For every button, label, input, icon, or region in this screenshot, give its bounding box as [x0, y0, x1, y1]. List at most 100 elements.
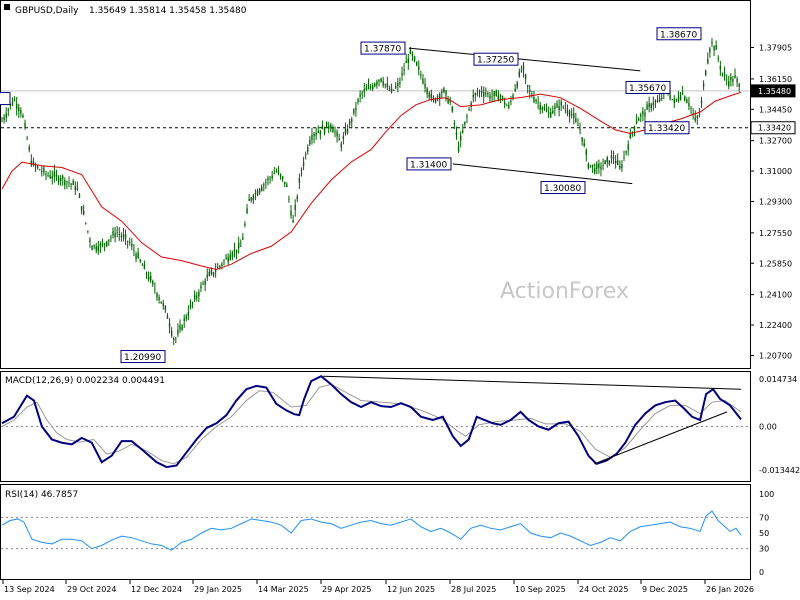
candle-body	[198, 292, 200, 297]
ohlc-label: 1.35649 1.35814 1.35458 1.35480	[89, 6, 247, 16]
candle-body	[457, 146, 460, 151]
candle-body	[558, 105, 560, 111]
price-annotation-box	[644, 121, 690, 135]
candle-body	[533, 97, 535, 102]
candle-body	[334, 131, 336, 133]
candle-body	[447, 98, 449, 104]
price-axis-marker-text: 1.35480	[758, 87, 791, 96]
candle-body	[162, 303, 164, 306]
candle-body	[374, 83, 376, 87]
candle-body	[690, 107, 692, 109]
candle-body	[296, 196, 299, 200]
candle-body	[114, 233, 116, 238]
rsi-ytick-label: 30	[759, 545, 769, 554]
price-trendline	[452, 163, 633, 185]
candle-body	[135, 254, 137, 259]
candle-body	[89, 239, 91, 243]
price-ytick-label: 1.34450	[759, 105, 792, 114]
candle-body	[652, 102, 655, 106]
candle-body	[382, 81, 384, 86]
candle-body	[673, 99, 675, 103]
candle-body	[36, 166, 39, 168]
candle-body	[118, 234, 120, 235]
candle-body	[422, 79, 424, 84]
candle-body	[145, 272, 148, 275]
candle-body	[589, 165, 592, 167]
candle-body	[302, 162, 305, 167]
candle-body	[68, 182, 70, 184]
candle-body	[152, 280, 154, 285]
candle-body	[698, 114, 701, 116]
x-tick-label: 14 Mar 2025	[258, 585, 309, 594]
candle-body	[15, 103, 18, 109]
candle-body	[568, 111, 571, 117]
candle-body	[564, 108, 567, 110]
candle-body	[267, 178, 269, 180]
candle-body	[359, 94, 361, 97]
rsi-ytick-label: 100	[759, 490, 774, 499]
candle-body	[539, 104, 541, 111]
candle-body	[367, 85, 370, 89]
candle-body	[449, 101, 451, 103]
macd-ytick-label: 0.014734	[759, 375, 797, 384]
candle-body	[223, 260, 225, 262]
candle-body	[319, 130, 322, 135]
candle-body	[242, 237, 244, 240]
candle-body	[304, 153, 307, 155]
price-ytick-label: 1.20700	[759, 351, 792, 360]
candle-body	[434, 98, 437, 103]
candle-body	[495, 90, 497, 96]
candle-body	[581, 137, 583, 142]
price-annotation-box	[473, 52, 519, 66]
candle-body	[499, 95, 502, 97]
candle-body	[491, 95, 493, 97]
candle-body	[392, 89, 395, 91]
candle-body	[719, 66, 722, 70]
candle-body	[70, 183, 72, 185]
candle-body	[365, 88, 368, 91]
price-annotation-text: 1.31400	[410, 160, 447, 170]
candle-body	[485, 93, 487, 95]
candle-body	[696, 116, 699, 118]
candle-body	[520, 70, 523, 72]
price-annotation-text: 1.37250	[477, 56, 514, 66]
candle-body	[579, 129, 581, 130]
candle-body	[524, 74, 527, 79]
x-tick-label: 29 Jan 2025	[194, 585, 242, 594]
candle-body	[441, 91, 443, 94]
candle-body	[451, 106, 453, 112]
candle-body	[307, 147, 309, 152]
price-annotation-text: 1.30080	[544, 184, 581, 194]
candle-body	[671, 99, 673, 100]
candle-body	[602, 165, 604, 167]
price-ytick-label: 1.22400	[759, 321, 792, 330]
candle-body	[661, 97, 663, 99]
candle-body	[512, 94, 514, 98]
price-annotation-box	[120, 350, 166, 364]
candle-body	[108, 239, 110, 242]
candle-body	[212, 272, 215, 275]
candle-body	[585, 150, 588, 155]
candle-body	[600, 166, 602, 170]
x-tick-label: 26 Jan 2026	[706, 585, 754, 594]
candle-body	[122, 234, 125, 238]
price-axis-marker-text: 1.33420	[758, 124, 791, 133]
candle-body	[219, 265, 221, 267]
price-axis-marker-box	[750, 84, 796, 98]
price-ytick-label: 1.27550	[759, 229, 792, 238]
candle-body	[85, 222, 87, 224]
candle-body	[185, 316, 188, 319]
candle-body	[244, 223, 246, 226]
candle-body	[74, 186, 77, 191]
candle-body	[183, 318, 185, 322]
price-annotation: 1.37870	[360, 41, 406, 55]
candle-body	[93, 244, 95, 247]
candle-body	[246, 208, 248, 214]
candle-body	[575, 118, 577, 122]
candle-body	[131, 243, 133, 247]
candle-body	[700, 100, 703, 103]
candle-body	[470, 102, 472, 107]
price-ytick-label: 1.29300	[759, 198, 792, 207]
candle-body	[332, 128, 334, 133]
candle-body	[577, 125, 579, 127]
